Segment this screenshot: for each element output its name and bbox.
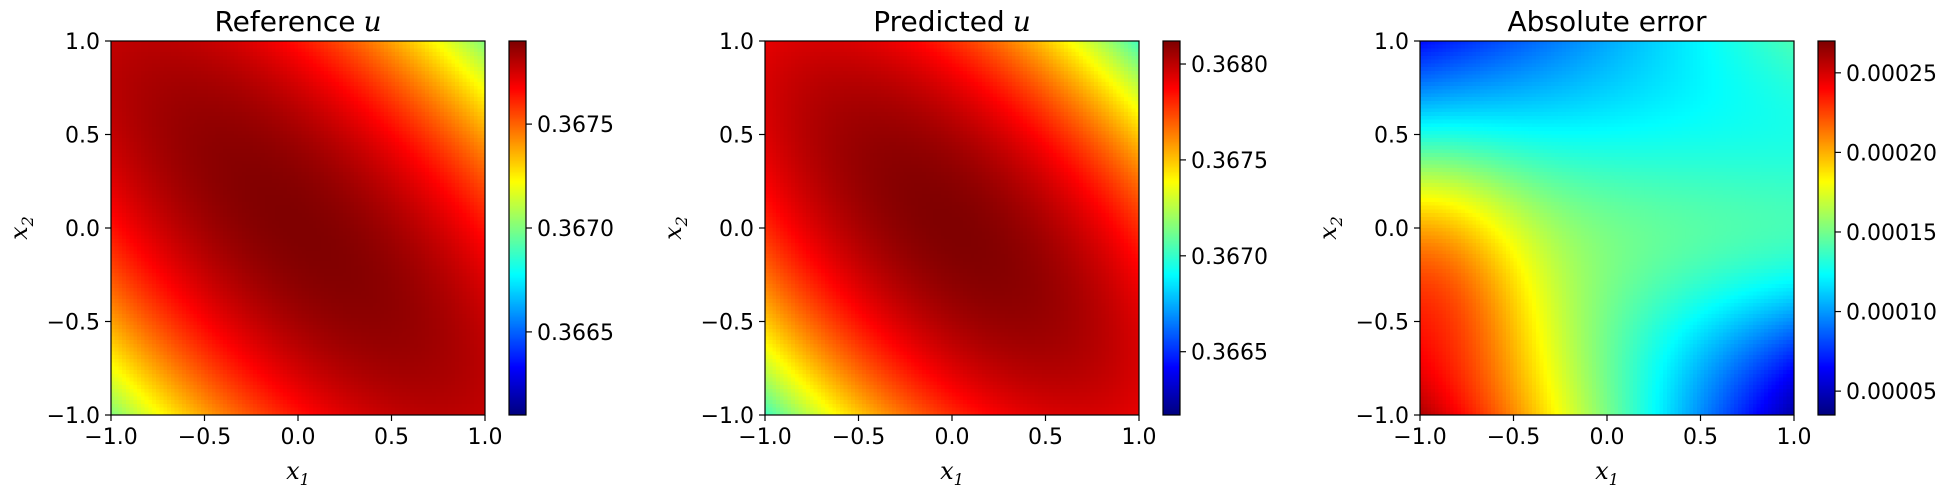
panel-3: Absolute error −1.0 −0.5 0.0 0.5 1.0 −1.0 −0.5 0… — [1314, 5, 1937, 486]
colorbar-gradient — [1818, 41, 1835, 415]
x-tick-label: −0.5 — [832, 425, 885, 450]
x-tick-label: 1.0 — [1777, 425, 1812, 450]
panel-2: Predicted u −1.0 −0.5 0.0 0.5 1.0 −1.0 −0.5 0.0 0.… — [659, 5, 1268, 486]
y-tick-label: 1.0 — [1374, 30, 1409, 55]
y-axis-label-sub: 2 — [1327, 216, 1346, 227]
x-tick-label: −1.0 — [1393, 425, 1446, 450]
heatmap-image — [111, 41, 485, 415]
y-tick-label: −0.5 — [47, 311, 100, 336]
x-axis-label: x1 — [286, 457, 310, 486]
x-axis-label-var: x — [1595, 457, 1609, 485]
y-tick-label: 0.5 — [65, 124, 100, 149]
chart-title-main: Absolute error — [1507, 5, 1707, 38]
y-axis-label: x2 — [1314, 216, 1346, 240]
colorbar-tick-label: 0.3680 — [1191, 53, 1268, 78]
colorbar-tick-label: 0.3670 — [1191, 245, 1268, 270]
y-tick-label: 0.0 — [719, 217, 754, 242]
y-tick-label: 0.5 — [1374, 124, 1409, 149]
y-tick-label: −0.5 — [1356, 311, 1409, 336]
y-tick-label: 1.0 — [65, 30, 100, 55]
colorbar-tick-label: 0.00020 — [1846, 141, 1937, 166]
x-tick-label: 0.0 — [935, 425, 970, 450]
x-tick-label: −1.0 — [738, 425, 791, 450]
x-axis-label: x1 — [940, 457, 964, 486]
x-axis-label-var: x — [940, 457, 954, 485]
colorbar-tick-label: 0.00025 — [1846, 62, 1937, 87]
x-tick-label: 1.0 — [468, 425, 503, 450]
x-tick-label: −0.5 — [1487, 425, 1540, 450]
colorbar-tick-label: 0.3670 — [537, 217, 614, 242]
colorbar-tick-label: 0.3665 — [537, 321, 614, 346]
colorbar-gradient — [1163, 41, 1180, 415]
y-tick-label: 0.0 — [65, 217, 100, 242]
colorbar-tick-label: 0.3665 — [1191, 341, 1268, 366]
chart-title-variable: u — [1013, 5, 1031, 38]
colorbar-frame — [1162, 40, 1181, 416]
x-tick-label: 1.0 — [1122, 425, 1157, 450]
y-axis-label-sub: 2 — [672, 216, 691, 227]
x-axis-label-sub: 1 — [954, 470, 964, 486]
chart-title-variable: u — [363, 5, 381, 38]
y-tick-label: 1.0 — [719, 30, 754, 55]
y-axis-label-var: x — [659, 226, 687, 240]
x-tick-label: −1.0 — [84, 425, 137, 450]
colorbar-tick-label: 0.00005 — [1846, 380, 1937, 405]
x-tick-label: 0.0 — [1590, 425, 1625, 450]
chart-title-main: Reference — [214, 5, 355, 38]
x-tick-label: 0.5 — [1028, 425, 1063, 450]
panel-1: Reference u −1.0 −0.5 0.0 0.5 1.0 −1.0 −0.5 0.0 0.… — [5, 5, 614, 486]
chart-title-main: Predicted — [873, 5, 1004, 38]
heatmap-image — [1420, 41, 1794, 415]
chart-title: Reference u — [214, 5, 381, 38]
x-axis-label-sub: 1 — [1609, 470, 1619, 486]
chart-title: Absolute error — [1507, 5, 1707, 38]
colorbar-tick-label: 0.00010 — [1846, 301, 1937, 326]
y-axis-label-var: x — [5, 226, 33, 240]
y-tick-label: −0.5 — [701, 311, 754, 336]
x-tick-label: 0.0 — [281, 425, 316, 450]
x-tick-label: 0.5 — [374, 425, 409, 450]
y-tick-label: 0.5 — [719, 124, 754, 149]
y-tick-label: −1.0 — [1356, 404, 1409, 429]
colorbar-tick-label: 0.3675 — [1191, 149, 1268, 174]
x-axis-label: x1 — [1595, 457, 1619, 486]
y-axis-label: x2 — [5, 216, 37, 240]
chart-title: Predicted u — [873, 5, 1031, 38]
x-tick-label: 0.5 — [1683, 425, 1718, 450]
x-axis-label-sub: 1 — [300, 470, 310, 486]
colorbar-tick-label: 0.00015 — [1846, 221, 1937, 246]
y-axis-label-var: x — [1314, 226, 1342, 240]
colorbar-tick-label: 0.3675 — [537, 113, 614, 138]
heatmap-image — [765, 41, 1139, 415]
y-tick-label: −1.0 — [47, 404, 100, 429]
y-tick-label: −1.0 — [701, 404, 754, 429]
colorbar-gradient — [509, 41, 526, 415]
y-axis-label-sub: 2 — [18, 216, 37, 227]
y-axis-label: x2 — [659, 216, 691, 240]
y-tick-label: 0.0 — [1374, 217, 1409, 242]
x-axis-label-var: x — [286, 457, 300, 485]
colorbar-frame — [1817, 40, 1836, 416]
x-tick-label: −0.5 — [178, 425, 231, 450]
